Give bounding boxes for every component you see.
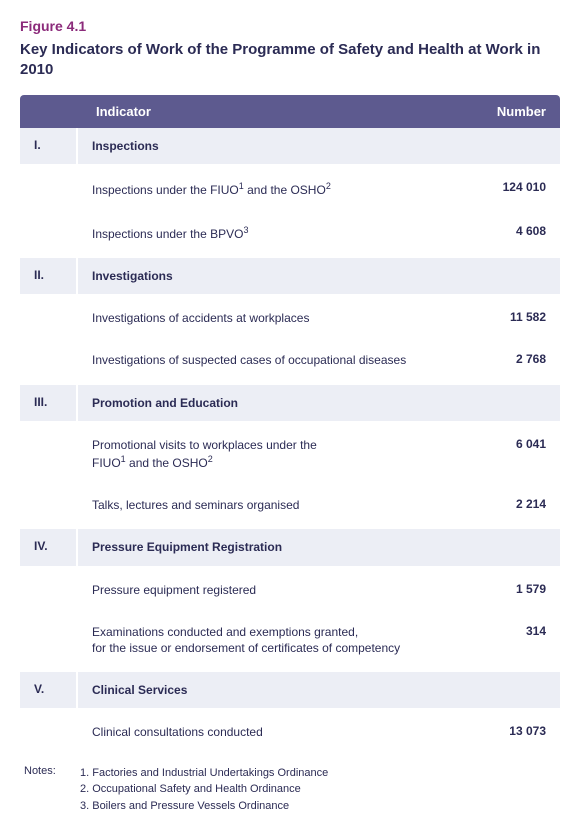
figure-title: Key Indicators of Work of the Programme …	[20, 40, 560, 81]
section-number: I.	[20, 128, 78, 164]
notes-block: Notes: 1. Factories and Industrial Under…	[20, 765, 560, 815]
data-row: Investigations of suspected cases of occ…	[20, 342, 560, 378]
indicator-label: Pressure equipment registered	[78, 572, 466, 608]
indicator-value: 2 214	[466, 487, 546, 523]
indicator-value: 314	[466, 614, 546, 666]
indicator-value: 2 768	[466, 342, 546, 378]
section-number: II.	[20, 258, 78, 294]
indicator-label: Inspections under the BPVO3	[78, 214, 466, 252]
indicator-value: 1 579	[466, 572, 546, 608]
indicators-table: Indicator Number I.InspectionsInspection…	[20, 95, 560, 757]
section-number: III.	[20, 385, 78, 421]
section-title: Clinical Services	[78, 672, 466, 708]
note-item: 1. Factories and Industrial Undertakings…	[80, 765, 328, 782]
data-row: Investigations of accidents at workplace…	[20, 300, 560, 336]
indicator-value: 11 582	[466, 300, 546, 336]
indicator-value: 124 010	[466, 170, 546, 208]
notes-label: Notes:	[24, 765, 80, 815]
indicator-label: Talks, lectures and seminars organised	[78, 487, 466, 523]
indicator-value: 13 073	[466, 714, 546, 750]
indicator-value: 6 041	[466, 427, 546, 481]
section-title: Pressure Equipment Registration	[78, 529, 466, 565]
section-row: III.Promotion and Education	[20, 385, 560, 421]
data-row: Examinations conducted and exemptions gr…	[20, 614, 560, 666]
indicator-label: Promotional visits to workplaces under t…	[78, 427, 466, 481]
note-item: 3. Boilers and Pressure Vessels Ordinanc…	[80, 798, 328, 815]
table-header: Indicator Number	[20, 95, 560, 128]
indicator-value: 4 608	[466, 214, 546, 252]
section-row: II.Investigations	[20, 258, 560, 294]
section-number: V.	[20, 672, 78, 708]
indicator-label: Examinations conducted and exemptions gr…	[78, 614, 466, 666]
data-row: Pressure equipment registered1 579	[20, 572, 560, 608]
header-number: Number	[466, 104, 546, 119]
section-title: Inspections	[78, 128, 466, 164]
data-row: Clinical consultations conducted13 073	[20, 714, 560, 750]
section-title: Promotion and Education	[78, 385, 466, 421]
note-item: 2. Occupational Safety and Health Ordina…	[80, 781, 328, 798]
indicator-label: Inspections under the FIUO1 and the OSHO…	[78, 170, 466, 208]
section-row: I.Inspections	[20, 128, 560, 164]
data-row: Inspections under the FIUO1 and the OSHO…	[20, 170, 560, 208]
section-title: Investigations	[78, 258, 466, 294]
figure-number: Figure 4.1	[20, 18, 560, 34]
section-row: IV.Pressure Equipment Registration	[20, 529, 560, 565]
header-indicator: Indicator	[96, 104, 466, 119]
data-row: Talks, lectures and seminars organised2 …	[20, 487, 560, 523]
indicator-label: Investigations of suspected cases of occ…	[78, 342, 466, 378]
section-row: V.Clinical Services	[20, 672, 560, 708]
data-row: Promotional visits to workplaces under t…	[20, 427, 560, 481]
indicator-label: Investigations of accidents at workplace…	[78, 300, 466, 336]
data-row: Inspections under the BPVO34 608	[20, 214, 560, 252]
section-number: IV.	[20, 529, 78, 565]
indicator-label: Clinical consultations conducted	[78, 714, 466, 750]
